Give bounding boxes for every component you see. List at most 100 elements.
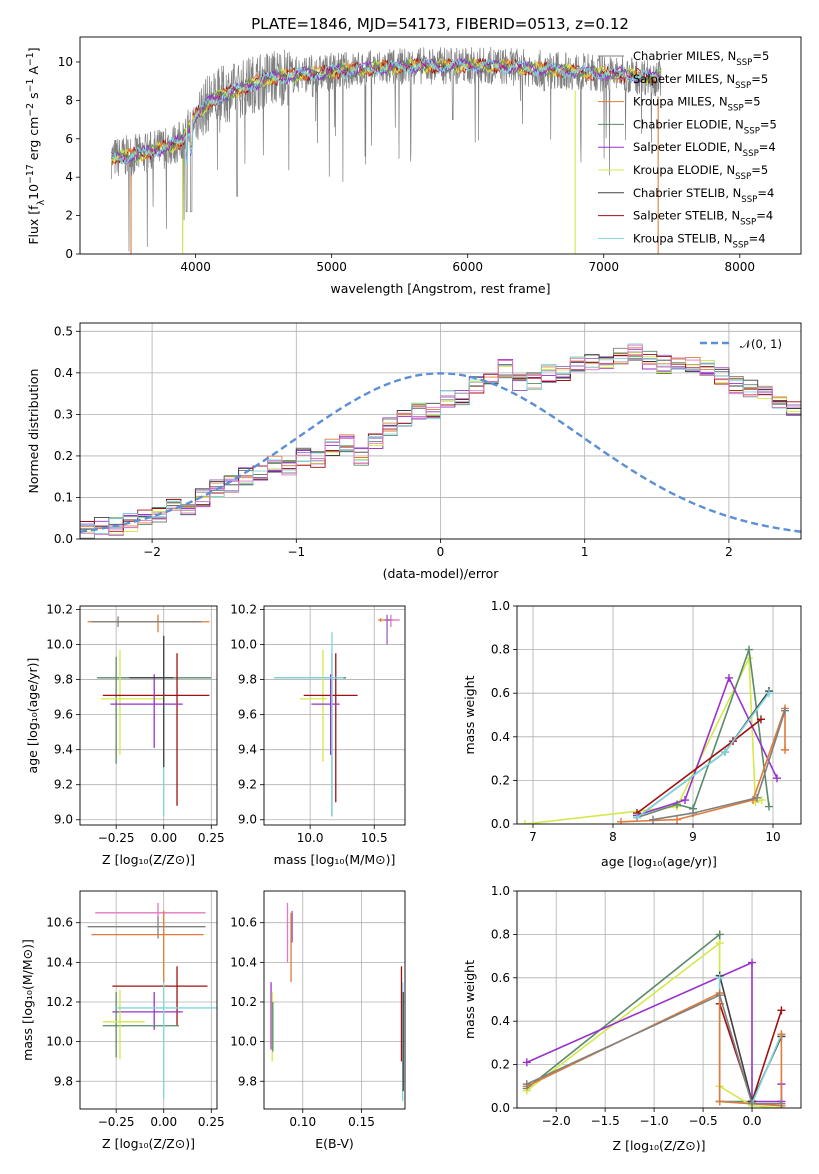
x-tick-label: 6000 [452, 260, 483, 274]
legend-label: Kroupa MILES, NSSP=5 [633, 95, 761, 114]
y-axis-label: mass weight [462, 960, 477, 1039]
y-tick-label: 0.2 [491, 1058, 510, 1072]
y-tick-label: 10.0 [230, 1035, 257, 1049]
text-span: =4 [757, 186, 774, 200]
point-marker [715, 939, 724, 948]
text-span: SSP [728, 104, 744, 114]
age_vs_mass-panel: 10.0 10.5 9.0 9.2 9.4 9.6 9.8 10.0 10.2 mass [log… [230, 603, 406, 867]
text-span: SSP [744, 126, 760, 136]
x-tick-label: 0.00 [150, 1115, 177, 1129]
x-tick-label: −0.25 [98, 831, 135, 845]
y-tick-label: 9.8 [54, 1074, 73, 1088]
x-tick-label: 2 [725, 545, 733, 559]
y-tick-label: 0.0 [491, 817, 510, 831]
text-span: Chabrier STELIB, N [633, 186, 741, 200]
y-tick-label: 1.0 [491, 599, 510, 613]
text-span: Kroupa ELODIE, N [633, 163, 735, 177]
text-span: Chabrier ELODIE, N [633, 117, 744, 131]
axes-frame [263, 890, 406, 1110]
point-marker [777, 1006, 786, 1015]
y-tick-label: 0.4 [491, 730, 510, 744]
text-span: =5 [751, 72, 768, 86]
series-line [526, 994, 782, 1105]
point-marker [521, 820, 529, 824]
axes-frame [263, 605, 406, 826]
point-marker [725, 673, 733, 682]
text-span: SSP [743, 149, 759, 159]
text-span: =5 [752, 49, 769, 63]
x-tick-label: 0.25 [198, 1115, 225, 1129]
y-tick-label: 9.4 [238, 743, 257, 757]
point-marker [773, 774, 781, 783]
point-marker [617, 817, 625, 824]
weight_vs_age-plot-area [521, 645, 789, 824]
text-span: λ [36, 199, 47, 205]
x-axis-label: Z [log₁₀(Z/Z⊙)] [613, 1138, 706, 1153]
y-tick-label: 0.6 [491, 686, 510, 700]
point-marker [673, 815, 681, 824]
point-marker [522, 1080, 531, 1089]
point-marker [715, 973, 724, 982]
spectrum-panel: 4000 5000 6000 7000 8000 0 2 4 6 8 10 wavelength [A… [25, 36, 802, 296]
point-marker [748, 958, 757, 967]
point-marker [757, 796, 766, 805]
point-marker [777, 1030, 786, 1039]
y-tick-label: 9.0 [54, 813, 73, 827]
legend-label: Kroupa ELODIE, NSSP=5 [633, 163, 768, 182]
legend-label: Chabrier STELIB, NSSP=4 [633, 186, 774, 205]
legend-label: Chabrier MILES, NSSP=5 [633, 49, 769, 68]
y-tick-label: 0.8 [491, 643, 510, 657]
point-marker [757, 715, 765, 724]
y-tick-label: 0.2 [54, 449, 73, 463]
histogram-step-line [80, 354, 801, 536]
y-tick-label: 0.0 [54, 532, 73, 546]
axes-frame [79, 605, 218, 826]
point-marker [777, 1099, 786, 1108]
y-tick-label: 9.0 [238, 813, 257, 827]
text-span: Salpeter ELODIE, N [633, 140, 743, 154]
y-axis-label: Flux [fλ10−17 erg cm−2 s−1 A−1] [25, 47, 47, 244]
histogram-step-line [80, 354, 801, 532]
y-tick-label: 10 [58, 55, 73, 69]
x-tick-label: 0.10 [289, 1115, 316, 1129]
weight_vs_Z-panel: −2.0 −1.5 −1.0 −0.5 0.0 0.0 0.2 0.4 0.6 0.8 1.0 Z [… [462, 884, 802, 1153]
point-marker [633, 813, 641, 822]
x-tick-label: 1 [581, 545, 589, 559]
point-marker [745, 645, 753, 654]
text-span: ] [26, 47, 41, 52]
y-tick-label: 0.5 [54, 324, 73, 338]
y-tick-label: 6 [65, 132, 73, 146]
text-span: =4 [759, 140, 776, 154]
x-tick-label: 0.00 [150, 831, 177, 845]
x-axis-label: (data-model)/error [383, 566, 500, 581]
series-line [636, 675, 778, 817]
y-tick-label: 2 [65, 209, 73, 223]
text-span: −17 [25, 164, 36, 184]
spectrum-plot-area [110, 46, 662, 254]
text-span: Chabrier MILES, N [633, 49, 736, 63]
text-span: SSP [741, 195, 757, 205]
x-tick-label: −2 [143, 545, 161, 559]
mass_vs_EBV-plot-area [270, 902, 404, 1102]
y-tick-label: 0 [65, 247, 73, 261]
y-tick-label: 9.4 [54, 743, 73, 757]
y-tick-label: 0.4 [54, 366, 73, 380]
x-tick-label: 10.0 [297, 831, 324, 845]
y-tick-label: 10.6 [46, 916, 73, 930]
series-line [652, 710, 786, 821]
text-span: −1 [25, 79, 36, 93]
series-line [718, 1003, 783, 1105]
text-span: Kroupa MILES, N [633, 95, 728, 109]
x-tick-label: −1.5 [591, 1114, 620, 1128]
text-span: −2 [25, 103, 36, 117]
text-span: s [26, 92, 41, 103]
point-marker [522, 1058, 531, 1067]
spectrum-model-line [110, 58, 661, 166]
axes-frame [79, 322, 802, 540]
point-marker [721, 748, 729, 757]
age_vs_mass-plot-area [274, 614, 400, 817]
x-axis-label: E(B-V) [315, 1136, 354, 1151]
y-axis-label: Normed distribution [26, 369, 41, 494]
text-span: =5 [751, 163, 768, 177]
